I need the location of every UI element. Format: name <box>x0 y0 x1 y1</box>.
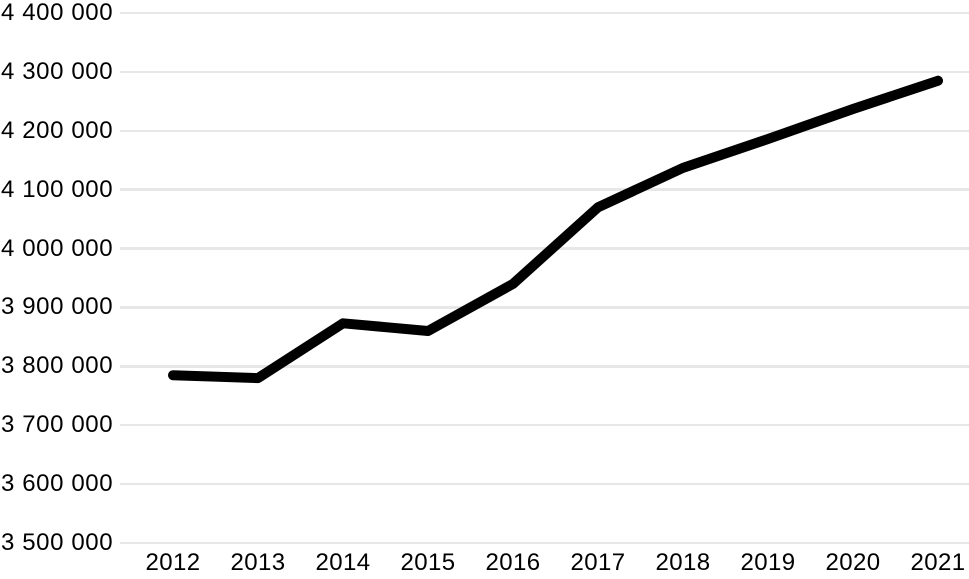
x-tick-label: 2021 <box>910 549 966 576</box>
gridline <box>120 482 969 486</box>
y-tick-label: 3 600 000 <box>1 470 114 498</box>
y-tick-label: 4 100 000 <box>1 175 114 203</box>
x-tick-label: 2013 <box>230 549 286 576</box>
y-tick-label: 3 700 000 <box>1 411 114 439</box>
x-tick-label: 2014 <box>315 549 371 576</box>
gridline <box>120 70 969 74</box>
x-tick-label: 2018 <box>655 549 711 576</box>
x-tick-label: 2017 <box>570 549 626 576</box>
gridline <box>120 423 969 427</box>
y-tick-label: 3 500 000 <box>1 529 114 556</box>
gridline <box>120 306 969 309</box>
data-line-path <box>168 75 943 384</box>
x-tick-label: 2020 <box>825 549 881 576</box>
gridline <box>120 129 969 133</box>
gridline <box>120 247 969 250</box>
y-tick-label: 4 200 000 <box>1 116 114 144</box>
gridline <box>120 541 969 545</box>
y-tick-label: 3 900 000 <box>1 293 114 321</box>
y-tick-label: 3 800 000 <box>1 352 114 380</box>
y-tick-label: 4 300 000 <box>1 57 114 85</box>
gridline <box>120 365 969 368</box>
gridline <box>120 188 969 191</box>
x-tick-label: 2012 <box>145 549 201 576</box>
x-tick-label: 2015 <box>400 549 456 576</box>
gridline <box>120 11 969 15</box>
x-tick-label: 2019 <box>740 549 796 576</box>
x-tick-label: 2016 <box>485 549 541 576</box>
y-tick-label: 4 400 000 <box>1 0 114 26</box>
y-tick-label: 4 000 000 <box>1 234 114 262</box>
